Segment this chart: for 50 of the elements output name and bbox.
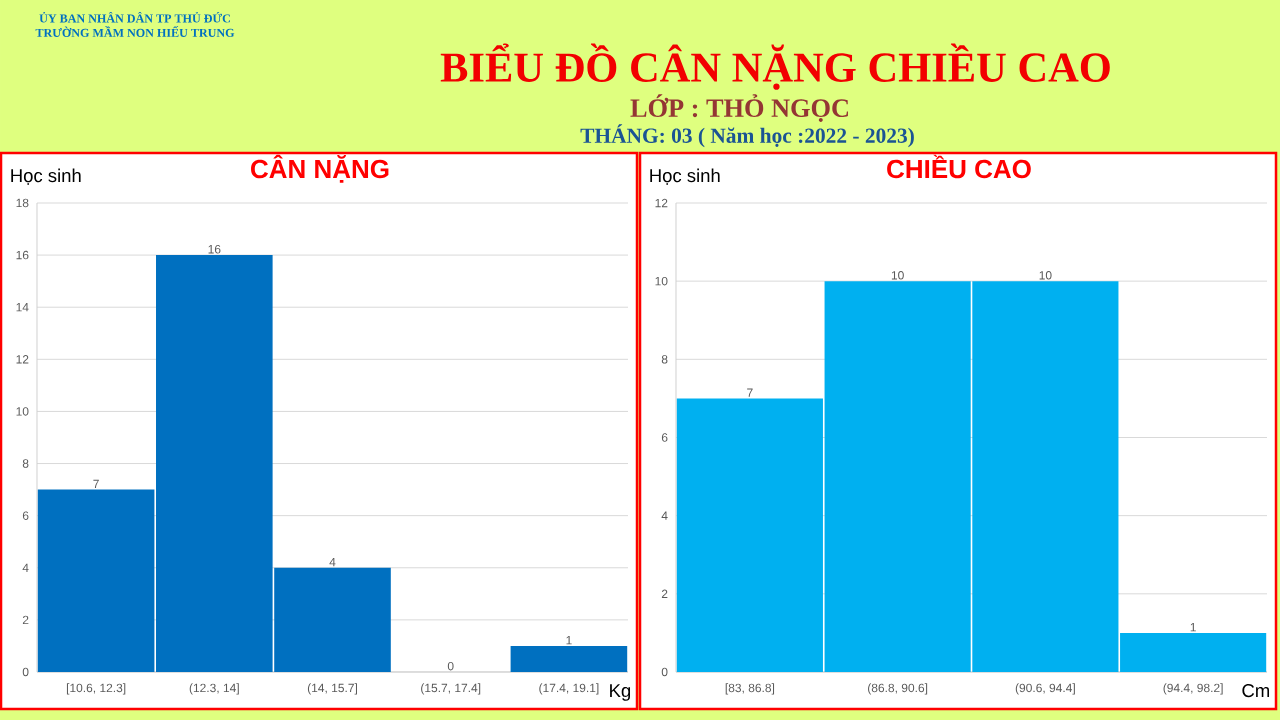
text: LỚP : THỎ NGỌC [630,94,849,122]
x-tick-label: (15.7, 17.4] [421,683,481,695]
chart-title: CÂN NẶNG [251,154,389,183]
y-tick-label: 12 [655,198,668,208]
y-axis-title: Học sinh [650,168,720,185]
text: TRƯỜNG MẦM NON HIẾU TRUNG [35,26,235,37]
y-tick-label: 2 [661,589,668,599]
bar [37,489,155,672]
x-tick-label: [10.6, 12.3] [66,683,126,695]
y-tick-label: 16 [16,250,29,260]
bar [510,645,628,672]
y-tick-label: 4 [661,511,668,520]
y-tick-label: 0 [661,667,668,677]
text: THÁNG: 03 ( Năm học :2022 - 2023) [580,124,914,148]
data-label: 7 [93,479,99,488]
y-axis-title: Học sinh [11,168,81,185]
x-axis-title: Kg [610,684,631,701]
data-label: 10 [1039,271,1052,280]
x-axis-title: Cm [1242,684,1270,698]
x-tick-label: (17.4, 19.1] [539,683,599,695]
x-tick-label: (12.3, 14] [189,683,239,695]
data-label: 7 [747,388,753,397]
data-label: 0 [447,661,454,671]
x-tick-label: (86.8, 90.6] [868,683,928,695]
text: BIỂU ĐỒ CÂN NẶNG CHIỀU CAO [440,43,1110,90]
y-tick-label: 18 [16,198,29,208]
y-tick-label: 0 [22,667,29,677]
bar [676,398,823,672]
y-tick-label: 10 [16,407,29,416]
y-tick-label: 4 [22,563,29,572]
text: ỦY BAN NHÂN DÂN TP THỦ ĐỨC [39,11,230,23]
data-label: 1 [1190,623,1196,632]
y-tick-label: 8 [661,355,668,364]
data-label: 4 [329,557,336,567]
y-tick-label: 12 [16,355,29,364]
y-tick-label: 8 [22,459,29,468]
x-tick-label: (14, 15.7] [307,683,357,695]
chart-title: CHIỀU CAO [887,154,1031,179]
bar [1120,632,1267,672]
y-tick-label: 10 [655,276,668,286]
y-tick-label: 2 [22,615,29,625]
y-tick-label: 6 [22,511,29,520]
y-tick-label: 14 [16,303,29,312]
x-tick-label: (94.4, 98.2] [1163,683,1223,695]
data-label: 10 [891,271,904,280]
x-tick-label: (90.6, 94.4] [1015,683,1075,695]
x-tick-label: [83, 86.8] [725,683,775,695]
data-label: 1 [566,636,572,645]
data-label: 16 [208,245,221,254]
y-tick-label: 6 [661,433,668,442]
